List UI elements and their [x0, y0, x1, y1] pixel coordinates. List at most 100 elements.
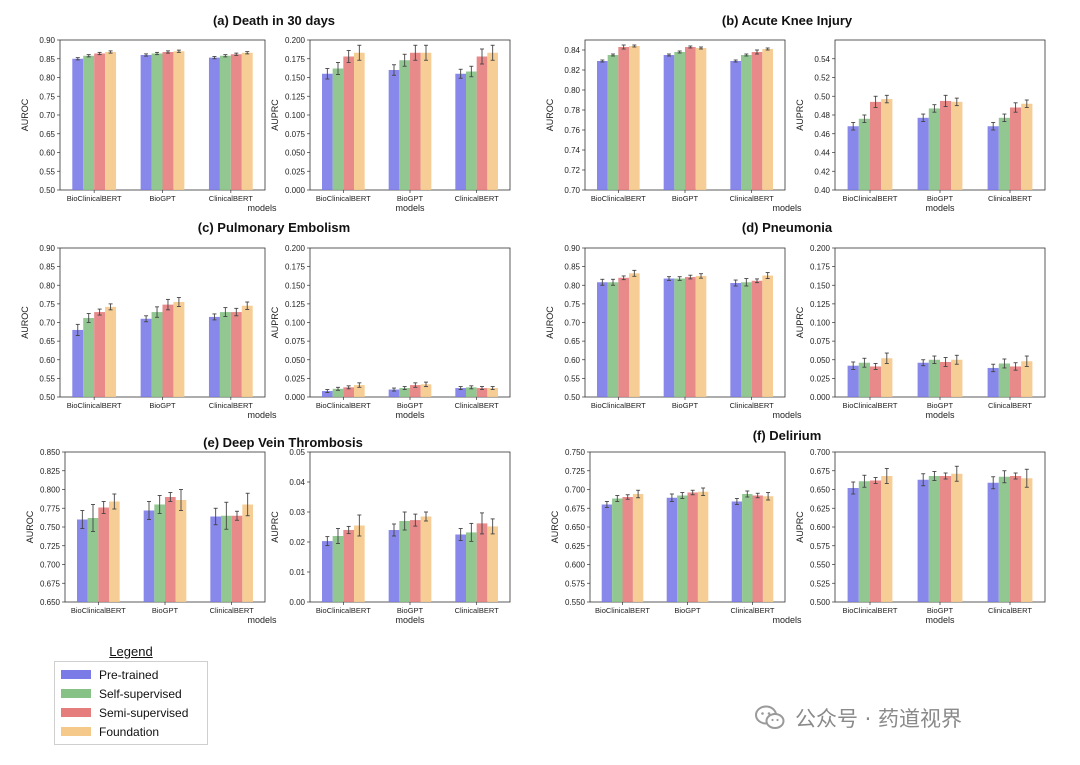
bar-foundation-clinicalbert [487, 388, 498, 397]
bar-pre-trained-clinicalbert [455, 534, 466, 602]
bar-foundation-clinicalbert [762, 49, 773, 190]
y-tick-label: 0.650 [40, 598, 61, 607]
bar-foundation-biogpt [175, 500, 187, 602]
y-tick-label: 0.800 [40, 486, 61, 495]
bar-semi-supervised-bioclinicalbert [618, 277, 629, 397]
y-tick-label: 0.40 [814, 186, 830, 195]
y-tick-label: 0.70 [564, 319, 580, 328]
bar-self-supervised-bioclinicalbert [332, 68, 344, 190]
y-tick-label: 0.03 [289, 508, 305, 517]
bar-self-supervised-clinicalbert [742, 494, 753, 602]
chart-panel-3: (b) Acute Knee Injury 0.70 0.72 0.74 0.76 0.7… [545, 13, 853, 203]
x-axis-label: models [925, 203, 955, 213]
y-tick-label: 0.46 [814, 130, 830, 139]
bar-pre-trained-clinicalbert [987, 126, 999, 190]
x-axis-label: models [395, 615, 425, 625]
bar-foundation-biogpt [420, 384, 432, 397]
x-tick-label-clinicalbert: ClinicalBERT [730, 194, 774, 203]
y-tick-label: 0.50 [814, 92, 830, 101]
y-tick-label: 0.90 [39, 244, 55, 253]
bar-pre-trained-biogpt [666, 497, 678, 602]
watermark-text: 公众号 · 药道视界 [795, 707, 963, 731]
y-tick-label: 0.44 [814, 149, 830, 158]
bar-pre-trained-biogpt [140, 55, 152, 190]
bar-pre-trained-clinicalbert [730, 61, 741, 190]
bar-semi-supervised-biogpt [940, 476, 952, 602]
y-tick-label: 0.02 [289, 538, 305, 547]
y-tick-label: 0.90 [39, 36, 55, 45]
x-axis-label: models [772, 410, 802, 420]
bar-self-supervised-clinicalbert [466, 532, 477, 602]
chart-panel-1: (a) Death in 30 days 0.50 0.55 0.60 0.65 0.70… [20, 13, 335, 203]
bar-semi-supervised-biogpt [687, 492, 698, 602]
x-tick-label-clinicalbert: ClinicalBERT [455, 401, 499, 410]
y-tick-label: 0.48 [814, 111, 830, 120]
bar-foundation-clinicalbert [487, 526, 498, 602]
bar-foundation-clinicalbert [1021, 478, 1033, 602]
bar-semi-supervised-bioclinicalbert [870, 366, 882, 397]
bar-pre-trained-bioclinicalbert [77, 519, 88, 602]
bar-self-supervised-biogpt [928, 359, 940, 397]
bar-semi-supervised-bioclinicalbert [870, 480, 882, 602]
x-tick-label-biogpt: BioGPT [927, 606, 954, 615]
bar-foundation-clinicalbert [762, 275, 773, 397]
bar-self-supervised-clinicalbert [219, 55, 231, 190]
bar-foundation-clinicalbert [1021, 361, 1033, 397]
bar-foundation-bioclinicalbert [881, 358, 893, 397]
y-tick-label: 0.700 [565, 486, 586, 495]
y-tick-label: 0.65 [39, 337, 55, 346]
y-axis-label: AUROC [20, 98, 30, 131]
bar-self-supervised-biogpt [154, 504, 165, 602]
bar-foundation-clinicalbert [242, 504, 253, 602]
bar-pre-trained-bioclinicalbert [322, 73, 333, 190]
x-axis-label: models [925, 410, 955, 420]
x-tick-label-bioclinicalbert: BioClinicalBERT [316, 606, 371, 615]
bar-semi-supervised-bioclinicalbert [94, 53, 106, 190]
bar-foundation-bioclinicalbert [354, 385, 365, 397]
y-tick-label: 0.52 [814, 74, 830, 83]
y-tick-label: 0.01 [289, 568, 305, 577]
y-tick-label: 0.76 [564, 126, 580, 135]
x-tick-label-biogpt: BioGPT [674, 606, 701, 615]
bar-semi-supervised-clinicalbert [476, 388, 488, 397]
x-tick-label-biogpt: BioGPT [152, 606, 179, 615]
y-axis-label: AUROC [25, 510, 35, 543]
bar-pre-trained-biogpt [140, 318, 152, 397]
panel-title: (c) Pulmonary Embolism [198, 220, 350, 235]
y-tick-label: 0.625 [565, 542, 586, 551]
y-tick-label: 0.075 [285, 130, 306, 139]
legend-swatch-pre-trained [61, 670, 91, 679]
bar-pre-trained-bioclinicalbert [322, 391, 333, 397]
y-tick-label: 0.675 [40, 579, 61, 588]
chart-panel-9: (e) Deep Vein Thrombosis 0.650 0.675 0.700 0… [25, 435, 363, 615]
bar-semi-supervised-biogpt [162, 52, 174, 190]
watermark: 公众号 · 药道视界 [755, 703, 962, 733]
panel-title: (f) Delirium [753, 428, 822, 443]
bar-self-supervised-biogpt [151, 53, 163, 190]
y-tick-label: 0.000 [285, 393, 306, 402]
y-tick-label: 0.100 [285, 319, 306, 328]
bar-pre-trained-bioclinicalbert [322, 541, 333, 602]
y-tick-label: 0.125 [285, 92, 306, 101]
bar-self-supervised-biogpt [674, 278, 685, 397]
y-tick-label: 0.60 [564, 356, 580, 365]
bar-semi-supervised-bioclinicalbert [618, 47, 629, 190]
x-tick-label-bioclinicalbert: BioClinicalBERT [843, 606, 898, 615]
bar-foundation-bioclinicalbert [632, 494, 644, 602]
bar-foundation-clinicalbert [241, 305, 253, 397]
bar-self-supervised-clinicalbert [741, 55, 752, 190]
plot-frame [309, 247, 511, 398]
legend-entry-foundation: Foundation [61, 722, 201, 741]
legend-box: Pre-trained Self-supervised Semi-supervi… [54, 661, 208, 745]
x-axis-label: models [247, 615, 277, 625]
bar-self-supervised-biogpt [674, 52, 685, 190]
bar-self-supervised-biogpt [928, 108, 940, 190]
y-tick-label: 0.075 [810, 337, 831, 346]
y-tick-label: 0.54 [814, 55, 830, 64]
x-tick-label-bioclinicalbert: BioClinicalBERT [591, 401, 646, 410]
y-tick-label: 0.075 [285, 337, 306, 346]
bar-semi-supervised-bioclinicalbert [343, 56, 354, 190]
x-tick-label-clinicalbert: ClinicalBERT [730, 606, 774, 615]
y-tick-label: 0.200 [810, 244, 831, 253]
bar-self-supervised-bioclinicalbert [858, 362, 870, 397]
